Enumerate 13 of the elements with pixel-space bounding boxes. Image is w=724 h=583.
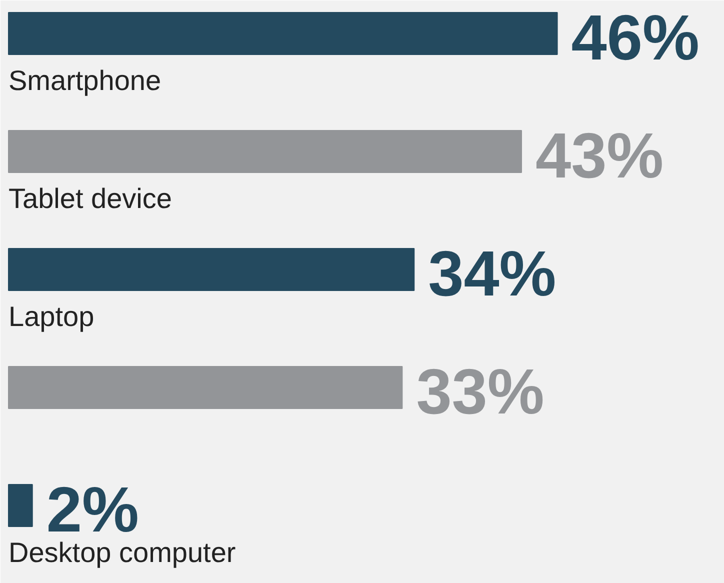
data-label: 34% — [428, 238, 556, 310]
y-tick-label: Laptop — [8, 301, 94, 332]
bar — [8, 12, 558, 55]
y-tick-label: Smartphone — [8, 65, 162, 96]
data-label: 33% — [416, 356, 544, 428]
y-tick-label: Desktop computer — [8, 537, 236, 568]
data-label: 46% — [571, 2, 700, 74]
bar — [8, 484, 33, 527]
data-label: 43% — [535, 120, 664, 192]
bar — [8, 366, 403, 409]
bar — [8, 130, 522, 173]
y-tick-label: Tablet device — [8, 183, 172, 214]
bar — [8, 248, 415, 291]
